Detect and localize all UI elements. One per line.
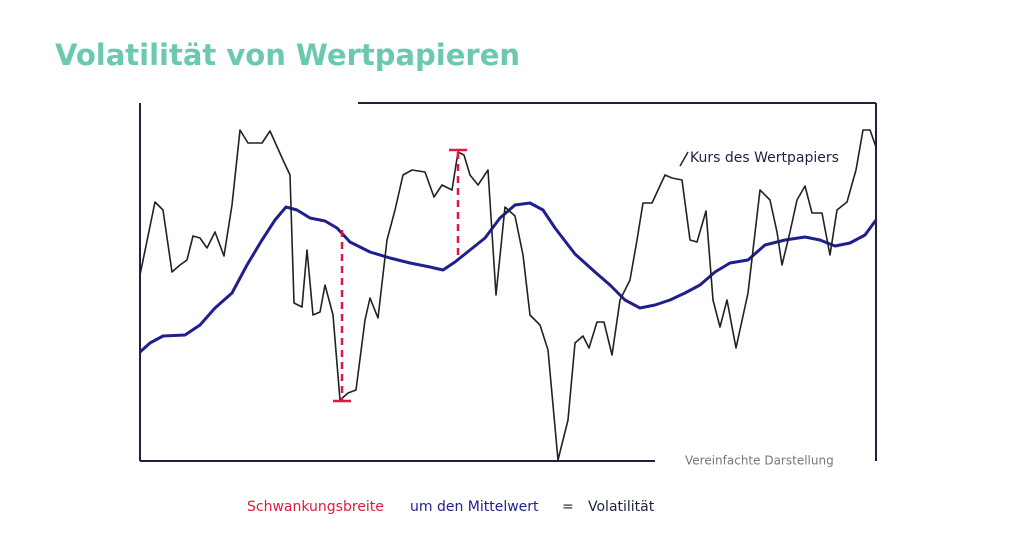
legend-result: Volatilität (588, 499, 655, 515)
title: Volatilität von Wertpapieren (55, 38, 520, 72)
label-leader (679, 151, 689, 167)
frame (139, 102, 877, 462)
legend-mean: um den Mittelwert (410, 499, 539, 515)
price-line (139, 129, 877, 461)
legend-range: Schwankungsbreite (247, 499, 384, 515)
range-markers (333, 148, 467, 403)
note: Vereinfachte Darstellung (685, 454, 834, 468)
line-label: Kurs des Wertpapiers (690, 150, 839, 166)
mean-line (138, 201, 878, 354)
legend-equals: = (562, 499, 574, 515)
